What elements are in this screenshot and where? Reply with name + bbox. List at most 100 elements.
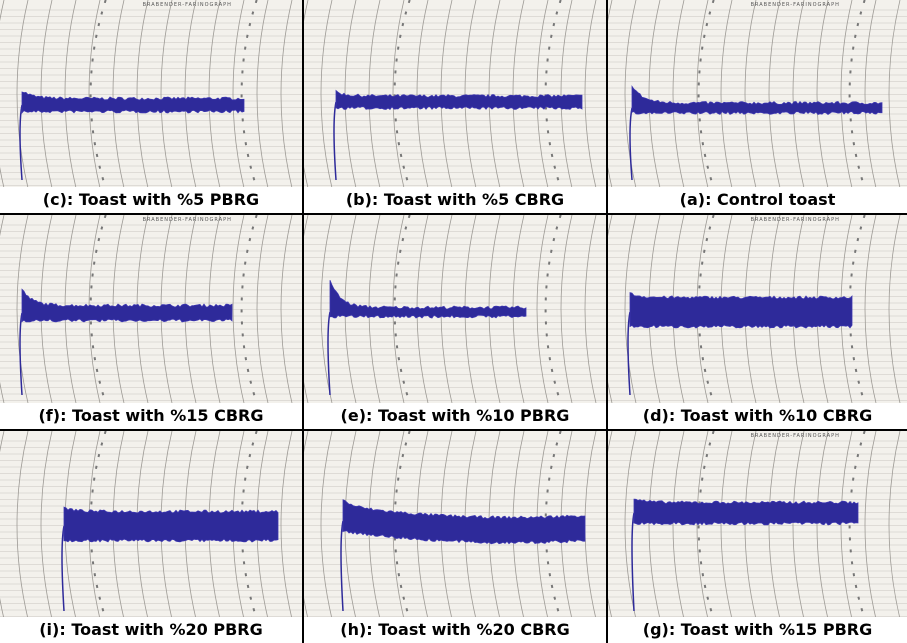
chart-arc xyxy=(208,0,221,188)
chart-arc xyxy=(16,215,29,403)
panel: BRABENDER-FARINOGRAPH (c): Toast with %5 … xyxy=(0,0,302,213)
farinogram xyxy=(0,431,302,619)
chart-arc xyxy=(184,0,197,188)
chart-arc xyxy=(16,431,29,619)
chart-arc xyxy=(840,0,853,188)
chart-arc xyxy=(232,215,245,403)
chart-arc xyxy=(624,215,637,403)
farinogram: BRABENDER-FARINOGRAPH xyxy=(608,0,907,188)
panel: BRABENDER-FARINOGRAPH (g): Toast with %15… xyxy=(608,431,907,643)
chart-arc xyxy=(64,0,77,188)
chart-arc xyxy=(280,431,293,619)
panel: (b): Toast with %5 CBRG xyxy=(304,0,606,213)
curve-rise xyxy=(19,312,23,396)
chart-arc xyxy=(40,431,53,619)
chart-arc xyxy=(368,0,381,188)
curve-band xyxy=(631,85,883,115)
chart-header: BRABENDER-FARINOGRAPH xyxy=(751,433,840,439)
chart-arc xyxy=(744,0,757,188)
chart-arc xyxy=(584,215,597,403)
panel: BRABENDER-FARINOGRAPH (d): Toast with %10… xyxy=(608,215,907,429)
chart-header: BRABENDER-FARINOGRAPH xyxy=(143,217,232,223)
chart-arc xyxy=(536,215,549,403)
chart-arc xyxy=(864,215,877,403)
panel: (h): Toast with %20 CBRG xyxy=(304,431,606,643)
caption: (c): Toast with %5 PBRG xyxy=(0,187,302,213)
chart-arc xyxy=(256,0,269,188)
chart-arc xyxy=(320,431,333,619)
farinogram xyxy=(304,215,606,403)
chart-arc xyxy=(16,0,29,188)
curve-band xyxy=(629,292,853,329)
curve-rise xyxy=(627,311,631,396)
chart-arc xyxy=(440,0,453,188)
chart-arc xyxy=(256,215,269,403)
chart-arc xyxy=(792,431,805,619)
farinogram: BRABENDER-FARINOGRAPH xyxy=(608,215,907,403)
chart-arc xyxy=(320,215,333,403)
chart-arc xyxy=(512,0,525,188)
chart-arc xyxy=(816,0,829,188)
chart-header: BRABENDER-FARINOGRAPH xyxy=(751,2,840,8)
curve-band xyxy=(633,498,859,526)
chart-arc xyxy=(768,431,781,619)
caption: (e): Toast with %10 PBRG xyxy=(304,403,606,429)
curve-rise xyxy=(629,107,633,181)
caption: (a): Control toast xyxy=(608,187,907,213)
chart-arc xyxy=(648,0,661,188)
panel: BRABENDER-FARINOGRAPH (a): Control toast xyxy=(608,0,907,213)
caption: (f): Toast with %15 CBRG xyxy=(0,403,302,429)
chart-arc xyxy=(160,0,173,188)
chart-arc xyxy=(88,0,101,188)
chart-arc xyxy=(488,0,501,188)
chart-arc xyxy=(560,0,573,188)
curve-rise xyxy=(333,101,337,181)
chart-arc xyxy=(112,0,125,188)
curve-rise xyxy=(61,525,65,612)
chart-arc xyxy=(792,0,805,188)
chart-arc xyxy=(864,431,877,619)
chart-arc xyxy=(392,0,405,188)
chart-arc xyxy=(696,431,709,619)
chart-arc xyxy=(840,431,853,619)
caption: (h): Toast with %20 CBRG xyxy=(304,617,606,643)
chart-arc xyxy=(672,0,685,188)
farinogram: BRABENDER-FARINOGRAPH xyxy=(608,431,907,619)
chart-arc xyxy=(584,0,597,188)
curve-rise xyxy=(631,512,635,612)
chart-arc xyxy=(648,431,661,619)
curve-rise xyxy=(340,520,344,612)
chart-arc xyxy=(888,0,901,188)
chart-arc xyxy=(536,0,549,188)
panel: BRABENDER-FARINOGRAPH (f): Toast with %15… xyxy=(0,215,302,429)
chart-arc xyxy=(40,0,53,188)
curve-band xyxy=(21,288,233,323)
chart-arc xyxy=(136,0,149,188)
farinogram: BRABENDER-FARINOGRAPH xyxy=(0,215,302,403)
chart-arc xyxy=(816,431,829,619)
curve-band xyxy=(21,91,245,114)
curve-band xyxy=(63,506,279,543)
curve-band xyxy=(342,499,586,545)
chart-arc xyxy=(888,431,901,619)
chart-arc xyxy=(720,431,733,619)
chart-arc xyxy=(232,0,245,188)
chart-arc xyxy=(464,0,477,188)
chart-arc xyxy=(720,0,733,188)
chart-arc xyxy=(416,0,429,188)
chart-arc xyxy=(672,431,685,619)
chart-arc xyxy=(280,215,293,403)
panel: (i): Toast with %20 PBRG xyxy=(0,431,302,643)
curve-band xyxy=(335,89,583,110)
farinogram: BRABENDER-FARINOGRAPH xyxy=(0,0,302,188)
chart-arc xyxy=(768,0,781,188)
caption: (d): Toast with %10 CBRG xyxy=(608,403,907,429)
chart-header: BRABENDER-FARINOGRAPH xyxy=(751,217,840,223)
chart-arc xyxy=(696,0,709,188)
chart-arc xyxy=(864,0,877,188)
farinogram xyxy=(304,431,606,619)
curve-rise xyxy=(327,311,331,396)
caption: (g): Toast with %15 PBRG xyxy=(608,617,907,643)
chart-header: BRABENDER-FARINOGRAPH xyxy=(143,2,232,8)
